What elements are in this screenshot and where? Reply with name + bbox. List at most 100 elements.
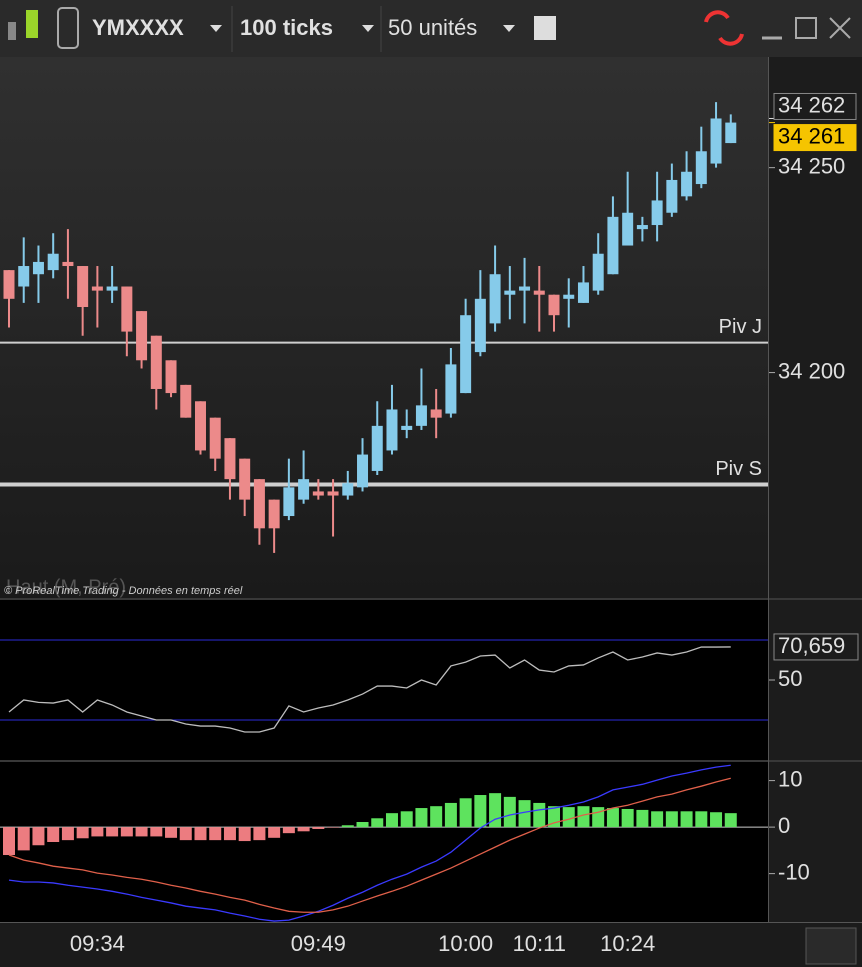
candle-body (268, 499, 280, 529)
candle-body (445, 364, 457, 414)
histogram-bar (710, 812, 723, 828)
x-tick-label: 10:11 (513, 931, 566, 956)
close[interactable] (829, 17, 851, 39)
histogram-bar (606, 808, 619, 828)
candle-body (253, 479, 265, 529)
candle-body (489, 274, 501, 324)
price-label-box (773, 92, 857, 120)
value-label-box (773, 633, 859, 661)
candle-body (592, 253, 604, 291)
histogram-bar (91, 827, 104, 837)
histogram-bar (695, 811, 708, 828)
price-label-box (773, 124, 857, 152)
candle-body (695, 151, 707, 185)
candle-body (519, 286, 531, 291)
candle-body (342, 483, 354, 496)
refresh-icon[interactable] (704, 10, 744, 46)
histogram-bar (636, 809, 649, 828)
candle-body (415, 405, 427, 426)
histogram-bar (680, 811, 693, 828)
x-tick-label: 10:00 (438, 931, 493, 956)
histogram-bar (503, 796, 516, 828)
candle-body (710, 118, 722, 164)
candle-body (194, 401, 206, 451)
candle-body (386, 409, 398, 451)
candle-body (371, 425, 383, 471)
histogram-bar (32, 827, 45, 846)
candle-body (357, 454, 369, 488)
macd-line (8, 777, 731, 913)
symbol[interactable]: YMXXXX (92, 15, 184, 40)
candle-body (239, 458, 251, 500)
candle-body (327, 491, 339, 496)
caret (210, 25, 222, 32)
candle-body (150, 335, 162, 389)
candle-body (666, 179, 678, 213)
scroll-button[interactable] (805, 927, 857, 965)
histogram-bar (209, 827, 222, 841)
candle-body (32, 261, 44, 275)
histogram-bar (430, 806, 443, 828)
candle-body (681, 171, 693, 197)
histogram-bar (253, 827, 266, 841)
interval[interactable]: 100 ticks (240, 15, 333, 40)
candle-body (401, 425, 413, 430)
y-tick-label: -10 (778, 859, 810, 884)
x-tick-label: 10:24 (600, 931, 655, 956)
histogram-bar (518, 800, 531, 828)
candle-body (18, 266, 30, 287)
candle-body (607, 216, 619, 275)
toolbar (0, 0, 862, 57)
histogram-bar (106, 827, 119, 837)
rsi-panel (0, 600, 768, 760)
histogram-bar (459, 798, 472, 828)
candle-body (622, 212, 634, 246)
candle-body (3, 270, 15, 299)
histogram-bar (400, 811, 413, 828)
price-label: 34 261 (778, 123, 845, 148)
histogram-bar (76, 827, 89, 839)
histogram-bar (356, 822, 369, 828)
macd-line (8, 764, 731, 922)
link-icon[interactable] (57, 7, 79, 49)
candle-body (165, 360, 177, 394)
candle-body (430, 409, 442, 418)
candle-body (77, 266, 89, 308)
chart-type-icon[interactable] (8, 10, 38, 40)
price-label: 34 262 (778, 92, 845, 117)
histogram-bar (371, 818, 384, 828)
histogram-bar (385, 813, 398, 828)
candle-body (474, 298, 486, 353)
candle-body (106, 286, 118, 291)
histogram-bar (47, 827, 60, 842)
y-tick-label: 34 200 (778, 358, 845, 383)
candle-body (224, 438, 236, 480)
histogram-bar (179, 827, 192, 841)
histogram-bar (724, 813, 737, 828)
histogram-bar (282, 827, 295, 834)
candle-body (312, 491, 324, 496)
histogram-bar (165, 827, 178, 838)
maximize[interactable] (795, 17, 817, 39)
candle-body (91, 286, 103, 291)
y-tick-label: 50 (778, 666, 802, 691)
histogram-bar (444, 802, 457, 828)
candle-body (636, 225, 648, 230)
histogram-bar (562, 807, 575, 828)
histogram-bar (577, 806, 590, 828)
candle-body (504, 290, 516, 295)
indicator-label: Haut (M, Pré) (6, 576, 126, 598)
histogram-bar (135, 827, 148, 837)
histogram-bar (621, 808, 634, 828)
caret (503, 25, 515, 32)
y-axis-area (769, 57, 862, 922)
info-button[interactable] (534, 16, 556, 40)
histogram-bar (312, 827, 325, 829)
candle-body (533, 290, 545, 295)
candle-body (651, 200, 663, 226)
candle-body (209, 417, 221, 459)
units[interactable]: 50 unités (388, 15, 477, 40)
caret (362, 25, 374, 32)
y-tick-label: 10 (778, 766, 802, 791)
